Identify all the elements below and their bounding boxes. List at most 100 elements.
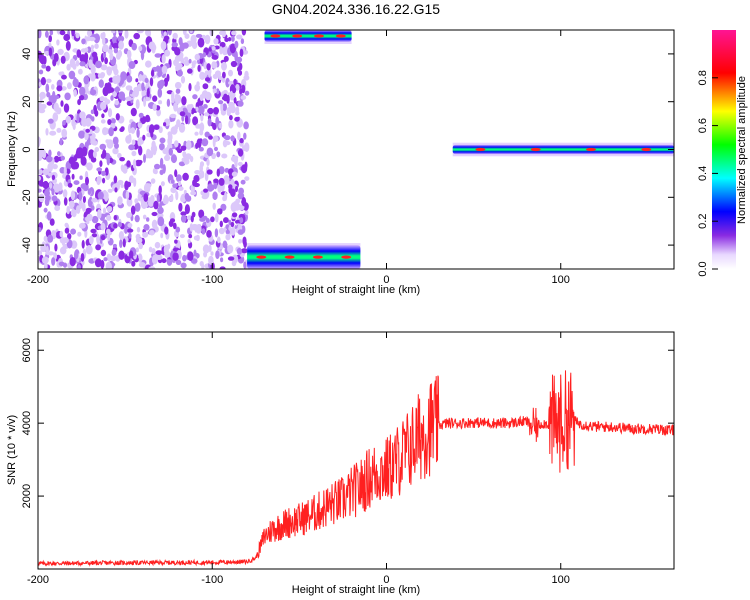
heatmap-noise-cell: [175, 190, 179, 201]
heatmap-noise-cell: [126, 197, 133, 207]
heatmap-noise-cell: [166, 98, 171, 107]
heatmap-noise-cell: [100, 64, 108, 71]
heatmap-noise-cell: [138, 112, 144, 118]
heatmap-noise-cell: [187, 251, 194, 261]
heatmap-noise-cell: [99, 143, 107, 150]
heatmap-noise-cell: [244, 142, 250, 152]
heatmap-noise-cell: [244, 70, 249, 79]
heatmap-noise-cell: [237, 192, 245, 200]
heatmap-noise-cell: [127, 223, 133, 228]
heatmap-noise-cell: [106, 156, 111, 166]
heatmap-noise-cell: [206, 158, 210, 166]
heatmap-noise-cell: [146, 87, 150, 98]
heatmap-noise-cell: [130, 107, 137, 117]
heatmap-noise-cell: [231, 171, 238, 177]
heatmap-noise-cell: [47, 118, 54, 124]
heatmap-noise-cell: [58, 182, 63, 192]
heatmap-noise-cell: [244, 176, 250, 182]
heatmap-noise-cell: [89, 129, 93, 135]
heatmap-noise-cell: [220, 102, 224, 113]
colorbar-tick-label: 0.2: [697, 214, 709, 229]
heatmap-noise-cell: [79, 54, 86, 63]
heatmap-noise-cell: [182, 254, 187, 262]
heatmap-noise-cell: [190, 34, 197, 45]
heatmap-noise-cell: [164, 49, 171, 57]
heatmap-y-tick-label: 40: [21, 48, 33, 60]
heatmap-noise-cell: [112, 90, 117, 98]
heatmap-noise-cell: [201, 215, 208, 220]
heatmap-noise-cell: [106, 253, 112, 262]
heatmap-tone-peak: [312, 255, 323, 259]
heatmap-noise-cell: [191, 60, 196, 69]
heatmap-noise-cell: [101, 113, 105, 119]
heatmap-noise-cell: [91, 116, 95, 122]
heatmap-noise-cell: [59, 230, 64, 238]
heatmap-noise-cell: [183, 59, 190, 66]
heatmap-noise-cell: [170, 179, 175, 184]
heatmap-noise-cell: [217, 236, 221, 244]
heatmap-noise-cell: [199, 161, 205, 167]
heatmap-noise-cell: [185, 153, 192, 160]
heatmap-noise-cell: [187, 68, 193, 74]
heatmap-noise-cell: [114, 99, 120, 106]
heatmap-noise-cell: [234, 51, 238, 60]
heatmap-noise-cell: [73, 180, 80, 186]
heatmap-noise-cell: [160, 232, 164, 239]
heatmap-noise-cell: [201, 138, 209, 147]
heatmap-noise-cell: [228, 119, 234, 129]
heatmap-noise-cell: [195, 234, 200, 242]
heatmap-noise-cell: [79, 222, 86, 229]
heatmap-noise-cell: [194, 223, 198, 233]
heatmap-noise-cell: [221, 61, 227, 70]
heatmap-noise-cell: [85, 117, 92, 127]
heatmap-noise-cell: [237, 161, 243, 167]
heatmap-noise-cell: [156, 194, 160, 203]
heatmap-noise-cell: [211, 61, 218, 69]
heatmap-noise-cell: [155, 250, 163, 256]
heatmap-noise-cell: [81, 239, 85, 249]
heatmap-tone-peak: [475, 147, 486, 152]
heatmap-noise-cell: [38, 150, 43, 160]
heatmap-noise-cell: [62, 120, 66, 126]
heatmap-noise-cell: [119, 239, 123, 249]
heatmap-noise-cell: [174, 140, 179, 148]
heatmap-noise-cell: [220, 257, 224, 263]
heatmap-noise-cell: [195, 106, 199, 112]
heatmap-noise-cell: [138, 45, 143, 52]
heatmap-noise-cell: [105, 261, 112, 269]
heatmap-noise-cell: [112, 136, 119, 145]
heatmap-noise-cell: [177, 180, 182, 187]
heatmap-noise-cell: [102, 207, 107, 215]
heatmap-noise-cell: [214, 228, 219, 238]
heatmap-tone-peak: [641, 147, 652, 152]
heatmap-noise-cell: [121, 165, 128, 173]
heatmap-noise-cell: [208, 255, 214, 265]
heatmap-noise-cell: [93, 33, 101, 44]
heatmap-noise-cell: [219, 41, 226, 48]
heatmap-tone-peak: [530, 147, 541, 152]
heatmap-noise-cell: [43, 51, 51, 55]
heatmap-noise-cell: [213, 38, 219, 45]
heatmap-noise-cell: [65, 115, 72, 124]
heatmap-tone-peak: [341, 255, 352, 259]
heatmap-noise-cell: [107, 232, 111, 242]
heatmap-noise-cell: [60, 55, 66, 64]
heatmap-noise-cell: [131, 42, 137, 51]
heatmap-noise-cell: [38, 108, 46, 114]
heatmap-noise-cell: [78, 95, 85, 101]
heatmap-noise-cell: [237, 229, 244, 235]
heatmap-noise-cell: [205, 218, 210, 223]
heatmap-noise-cell: [88, 59, 93, 69]
heatmap-noise-cell: [51, 257, 56, 266]
heatmap-noise-cell: [171, 91, 175, 101]
heatmap-noise-cell: [146, 148, 151, 156]
heatmap-noise-cell: [167, 30, 172, 36]
heatmap-noise-cell: [223, 135, 231, 140]
heatmap-noise-cell: [90, 72, 96, 82]
heatmap-noise-cell: [38, 227, 42, 233]
heatmap-noise-cell: [208, 69, 212, 78]
heatmap-noise-cell: [130, 205, 136, 215]
heatmap-noise-cell: [48, 47, 53, 57]
heatmap-noise-cell: [201, 194, 209, 200]
